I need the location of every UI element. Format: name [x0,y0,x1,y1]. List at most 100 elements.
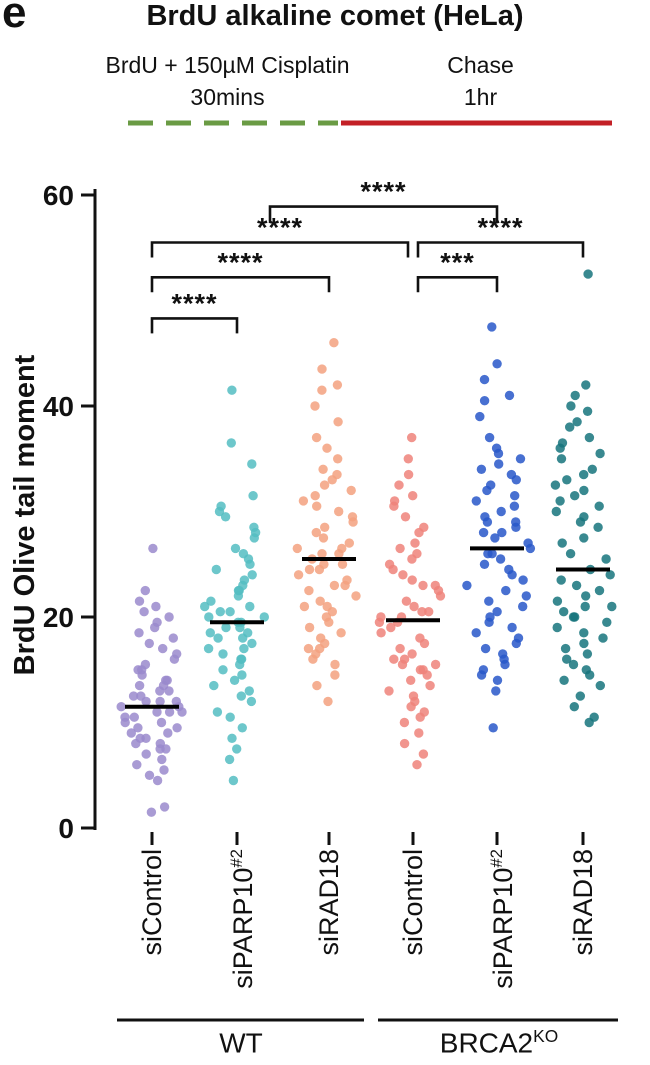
data-point [227,733,237,743]
data-point [168,633,178,643]
data-point [376,628,386,638]
data-point [575,691,585,701]
data-point [169,654,180,664]
data-point [388,564,398,575]
data-point [565,422,575,432]
data-point [406,675,416,685]
data-point [218,649,228,659]
data-point [238,633,248,643]
data-point [304,564,315,575]
data-point [389,501,399,511]
significance-bracket [268,205,499,222]
x-tick-label: siControl [137,849,167,956]
data-point [395,543,405,554]
data-point [304,622,315,633]
data-point [158,643,168,654]
data-point [323,696,333,707]
significance-bracket [416,241,585,258]
data-point [126,728,136,738]
data-point [399,717,410,728]
data-point [292,543,302,554]
data-point [484,432,495,443]
data-point [515,454,526,464]
data-point [565,549,576,559]
data-point [430,659,441,670]
data-point [317,549,327,559]
data-point [226,438,236,448]
y-axis-tick-label: 40 [43,391,74,422]
x-tick-label: siPARP10#2 [487,849,518,989]
data-point [248,491,258,501]
data-point [314,564,325,575]
data-point [120,717,130,728]
data-point [322,443,332,453]
significance-stars: **** [257,213,303,243]
data-point [511,475,521,485]
data-point [141,696,151,707]
data-point [584,432,595,443]
data-point [374,617,385,627]
data-point [116,702,126,712]
data-point [594,585,605,596]
data-point [398,570,408,580]
data-point [595,680,605,691]
data-point [598,633,608,643]
data-point [155,696,165,707]
data-point [504,390,515,401]
data-point [557,538,567,548]
data-point [579,469,589,480]
data-point [476,464,487,474]
data-point [415,712,425,722]
data-point [247,570,257,580]
data-point [159,765,169,775]
data-point [579,628,589,638]
data-point [344,538,354,548]
data-point [312,501,322,511]
data-point [133,723,143,733]
data-point [336,628,346,638]
data-point [492,675,503,685]
data-point [348,517,358,527]
data-point [230,543,241,554]
data-point [212,707,223,717]
data-point [144,770,155,780]
data-point [164,612,174,622]
data-point [333,417,343,427]
data-point [389,654,399,664]
y-axis-tick-label: 0 [58,813,74,844]
data-point [602,617,612,627]
data-point [572,417,582,427]
data-point [129,712,139,722]
data-point [400,512,411,522]
data-point [246,696,257,707]
data-point [337,559,348,569]
data-point [419,638,430,649]
group-label-text: WT [219,1027,263,1059]
data-point [407,554,417,564]
data-point [259,612,269,622]
data-point [581,380,591,390]
data-point [581,591,591,601]
data-point [555,443,565,453]
data-point [570,491,580,501]
data-point [200,601,210,612]
data-point [497,527,507,538]
data-point [482,485,492,496]
data-point [560,643,571,654]
data-point [399,738,410,749]
data-point [401,596,412,606]
data-point [595,448,605,459]
data-point [237,723,247,733]
data-point [131,738,141,749]
data-point [521,591,531,601]
data-point [318,533,329,543]
data-point [134,680,145,691]
data-point [484,617,494,627]
data-point [491,686,501,696]
data-point [476,670,487,680]
data-point [487,322,497,332]
data-point [556,454,567,464]
significance-bracket [150,241,410,258]
data-point [177,707,187,717]
